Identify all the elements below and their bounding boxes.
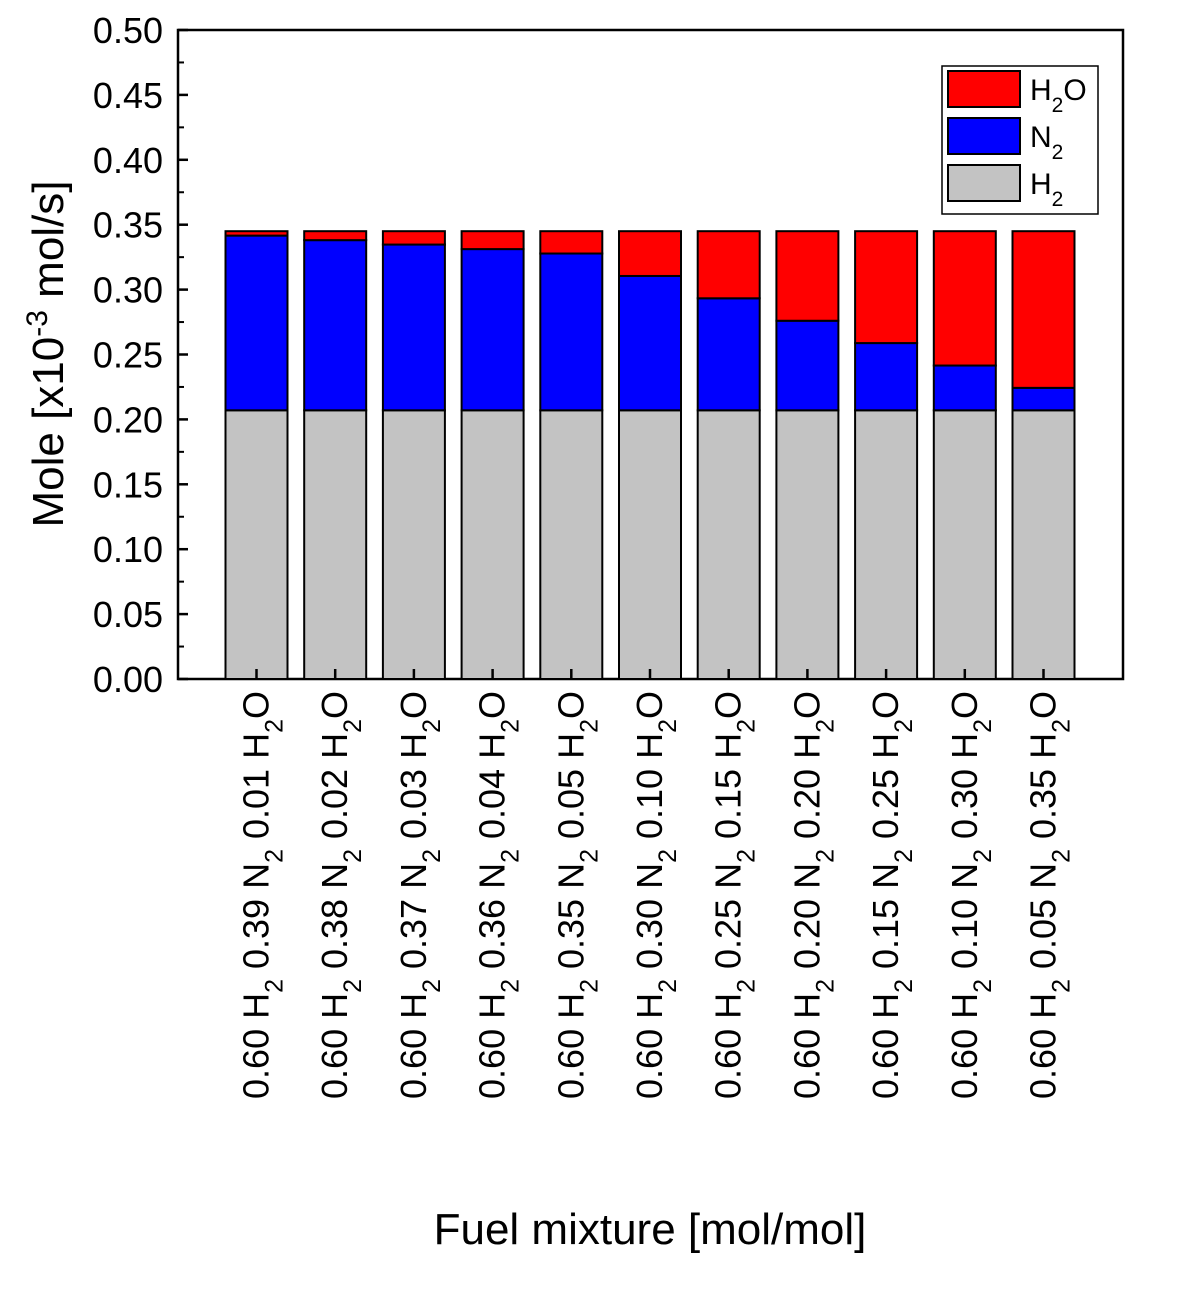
- bar-segment-h2: [696, 409, 761, 680]
- y-axis: 0.00 0.05 0.10 0.15 0.20 0.25 0.30 0.35 0.40 0.45…: [93, 10, 188, 700]
- legend-label-h2: H2: [1030, 168, 1063, 211]
- bar-segment-h2o: [696, 230, 761, 300]
- bars-group: [224, 230, 1076, 680]
- bar-segment-n2: [932, 364, 997, 412]
- y-tick-label: 0.00: [93, 659, 163, 700]
- bar-segment-h2: [303, 409, 368, 680]
- bar-segment-h2o: [381, 230, 446, 246]
- bar-segment-h2: [1011, 409, 1076, 680]
- bar-segment-n2: [460, 248, 525, 412]
- x-tick-label: 0.60 H2 0.25 N2 0.15 H2O: [708, 691, 761, 1099]
- bar-segment-n2: [303, 239, 368, 412]
- bar-segment-h2: [854, 409, 919, 680]
- x-axis-label: Fuel mixture [mol/mol]: [434, 1205, 867, 1254]
- x-tick-label: 0.60 H2 0.37 N2 0.03 H2O: [393, 691, 446, 1099]
- bar-segment-h2: [539, 409, 604, 680]
- bar-segment-h2o: [460, 230, 525, 251]
- bar-segment-h2o: [775, 230, 840, 322]
- bar-segment-n2: [224, 234, 289, 412]
- bar-segment-h2o: [932, 230, 997, 367]
- x-tick-label: 0.60 H2 0.39 N2 0.01 H2O: [236, 691, 289, 1099]
- y-tick-label: 0.10: [93, 529, 163, 570]
- y-tick-label: 0.15: [93, 464, 163, 505]
- bar-segment-h2: [460, 409, 525, 680]
- y-tick-label: 0.35: [93, 205, 163, 246]
- y-axis-label: Mole [x10-3 mol/s]: [21, 180, 74, 527]
- legend-swatch-h2: [947, 164, 1021, 202]
- bar-segment-h2o: [1011, 230, 1076, 389]
- x-tick-label: 0.60 H2 0.38 N2 0.02 H2O: [314, 691, 367, 1099]
- bar-segment-n2: [1011, 386, 1076, 412]
- bar-segment-n2: [775, 319, 840, 412]
- bar-segment-h2: [932, 409, 997, 680]
- y-tick-label: 0.20: [93, 399, 163, 440]
- bar-segment-h2o: [303, 230, 368, 242]
- x-tick-label: 0.60 H2 0.15 N2 0.25 H2O: [865, 691, 918, 1099]
- bar-segment-h2: [618, 409, 682, 680]
- y-tick-label: 0.50: [93, 10, 163, 51]
- y-tick-label: 0.40: [93, 140, 163, 181]
- y-tick-label: 0.25: [93, 335, 163, 376]
- x-tick-label: 0.60 H2 0.05 N2 0.35 H2O: [1023, 691, 1076, 1099]
- x-tick-label: 0.60 H2 0.35 N2 0.05 H2O: [550, 691, 603, 1099]
- legend-label-h2o: H2O: [1030, 74, 1087, 117]
- bar-segment-h2o: [224, 230, 289, 237]
- bar-segment-h2: [775, 409, 840, 680]
- x-tick-label: 0.60 H2 0.30 N2 0.10 H2O: [629, 691, 682, 1099]
- bar-segment-h2o: [618, 230, 682, 277]
- legend-swatch-h2o: [947, 70, 1021, 108]
- x-tick-label: 0.60 H2 0.36 N2 0.04 H2O: [472, 691, 525, 1099]
- bar-segment-h2: [381, 409, 446, 680]
- x-tick-label: 0.60 H2 0.10 N2 0.30 H2O: [944, 691, 997, 1099]
- bar-segment-h2o: [539, 230, 604, 255]
- bar-segment-h2o: [854, 230, 919, 345]
- bar-segment-n2: [381, 243, 446, 412]
- y-tick-label: 0.05: [93, 594, 163, 635]
- bar-segment-n2: [618, 274, 682, 412]
- bar-segment-n2: [539, 252, 604, 412]
- x-axis: 0.60 H2 0.39 N2 0.01 H2O 0.60 H2 0.38 N2 …: [236, 669, 1076, 1099]
- bar-segment-h2: [224, 409, 289, 680]
- y-tick-label: 0.45: [93, 75, 163, 116]
- x-tick-label: 0.60 H2 0.20 N2 0.20 H2O: [786, 691, 839, 1099]
- legend-label-n2: N2: [1030, 121, 1063, 164]
- bar-segment-n2: [696, 297, 761, 412]
- legend-swatch-n2: [947, 117, 1021, 155]
- y-tick-label: 0.30: [93, 270, 163, 311]
- bar-segment-n2: [854, 342, 919, 412]
